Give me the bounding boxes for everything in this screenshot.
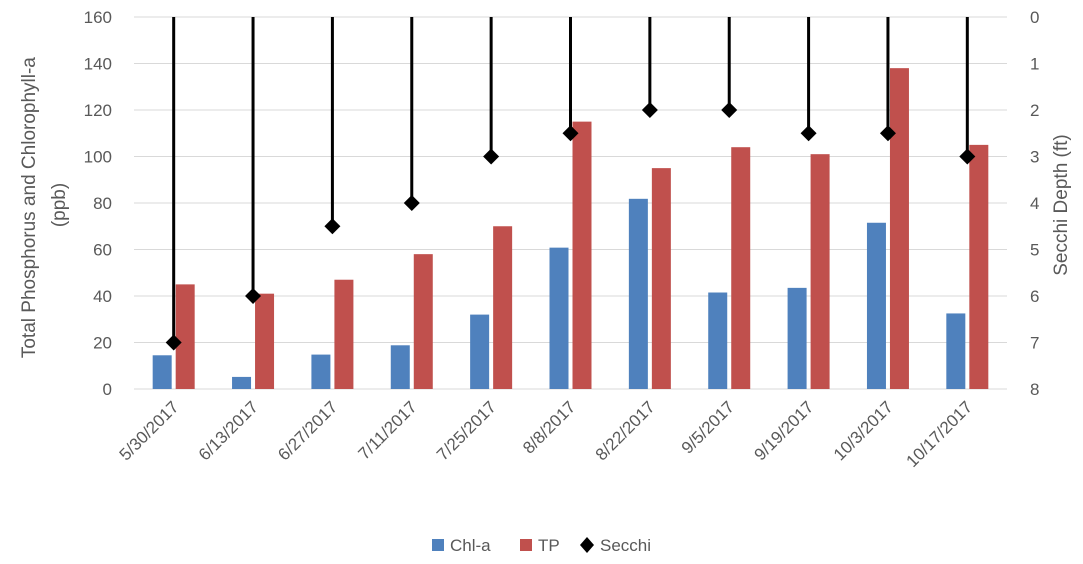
legend-label-tp: TP <box>538 536 560 555</box>
secchi-markers <box>165 102 976 351</box>
secchi-marker <box>959 148 976 165</box>
y2-tick-label: 0 <box>1030 8 1039 27</box>
y2-tick-label: 1 <box>1030 55 1039 74</box>
secchi-marker <box>879 125 896 142</box>
y-axis-title-line-1: Total Phosphorus and Chlorophyll-a <box>19 57 40 358</box>
bar-chl-a <box>152 355 172 389</box>
bar-tp <box>334 279 354 389</box>
legend-swatch-tp <box>520 539 532 551</box>
x-tick-label: 5/30/2017 <box>116 397 183 464</box>
secchi-marker <box>721 102 738 118</box>
bar-tp <box>810 154 830 389</box>
legend-swatch-chl-a <box>432 539 444 551</box>
x-tick-label: 10/17/2017 <box>903 397 977 471</box>
bar-chl-a <box>390 345 410 389</box>
y2-axis-tick-labels: 0 1 2 3 4 5 6 7 8 <box>1030 8 1039 399</box>
y-tick-label: 0 <box>103 380 112 399</box>
y2-tick-label: 5 <box>1030 241 1039 260</box>
y2-tick-label: 8 <box>1030 380 1039 399</box>
legend-marker-secchi <box>580 537 594 553</box>
legend-label-chl-a: Chl-a <box>450 536 491 555</box>
bar-chl-a <box>470 314 490 389</box>
y-axis-title-line-2: (ppb) <box>49 183 70 227</box>
bar-chl-a <box>787 287 807 389</box>
y2-tick-label: 6 <box>1030 287 1039 306</box>
x-tick-label: 6/13/2017 <box>195 397 262 464</box>
bar-tp <box>969 144 989 389</box>
bar-tp <box>731 147 751 389</box>
legend-label-secchi: Secchi <box>600 536 651 555</box>
bar-tp <box>651 168 671 389</box>
y2-tick-label: 7 <box>1030 334 1039 353</box>
secchi-marker <box>483 148 500 165</box>
bar-chl-a <box>866 222 886 389</box>
y-axis-title: Total Phosphorus and Chlorophyll-a (ppb) <box>19 52 70 358</box>
y-tick-label: 20 <box>93 334 112 353</box>
y2-tick-label: 3 <box>1030 148 1039 167</box>
y-tick-label: 120 <box>84 101 112 120</box>
secchi-marker <box>245 288 262 304</box>
x-tick-label: 8/22/2017 <box>592 397 659 464</box>
legend: Chl-a TP Secchi <box>432 536 651 555</box>
secchi-marker <box>403 195 420 211</box>
x-tick-label: 8/8/2017 <box>519 397 579 457</box>
bar-chl-a <box>946 313 966 389</box>
y-tick-label: 80 <box>93 194 112 213</box>
y-axis-tick-labels: 0 20 40 60 80 100 120 140 160 <box>84 8 112 399</box>
bar-chl-a <box>232 376 252 389</box>
y-tick-label: 160 <box>84 8 112 27</box>
y-tick-label: 100 <box>84 148 112 167</box>
bar-chl-a <box>628 198 648 389</box>
x-tick-label: 10/3/2017 <box>830 397 897 464</box>
x-tick-label: 6/27/2017 <box>274 397 341 464</box>
y-tick-label: 140 <box>84 55 112 74</box>
y-tick-label: 60 <box>93 241 112 260</box>
y2-tick-label: 2 <box>1030 101 1039 120</box>
secchi-marker <box>800 125 817 142</box>
secchi-marker <box>641 102 658 118</box>
bar-tp <box>572 121 592 389</box>
bar-tp <box>413 254 433 389</box>
x-axis-tick-labels: 5/30/2017 6/13/2017 6/27/2017 7/11/2017 7/25… <box>116 397 977 471</box>
bar-chl-a <box>311 354 331 389</box>
y2-tick-label: 4 <box>1030 194 1039 213</box>
y2-axis-title: Secchi Depth (ft) <box>1051 134 1072 276</box>
secchi-marker <box>165 334 182 351</box>
bar-tp <box>255 293 275 389</box>
bar-chl-a <box>549 247 569 389</box>
bar-chl-a <box>708 292 728 389</box>
secchi-lines <box>172 17 969 343</box>
secchi-marker <box>562 125 579 142</box>
bar-tp <box>175 284 195 389</box>
x-tick-label: 7/11/2017 <box>355 397 421 463</box>
bar-tp <box>889 68 909 390</box>
bars <box>152 68 989 390</box>
x-tick-label: 9/5/2017 <box>678 397 738 457</box>
x-tick-label: 9/19/2017 <box>750 397 817 464</box>
x-tick-label: 7/25/2017 <box>433 397 500 464</box>
bar-tp <box>493 226 513 389</box>
secchi-marker <box>324 218 341 235</box>
y-tick-label: 40 <box>93 287 112 306</box>
